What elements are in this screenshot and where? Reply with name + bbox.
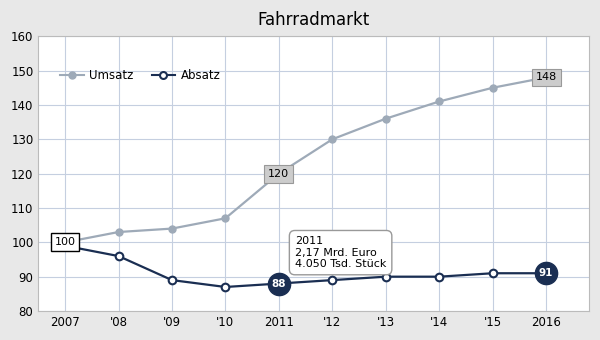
Umsatz: [222, 216, 229, 220]
Absatz: [169, 278, 176, 282]
Umsatz: [489, 86, 496, 90]
Umsatz: [115, 230, 122, 234]
Absatz: [115, 254, 122, 258]
Umsatz: [382, 117, 389, 121]
Umsatz: [542, 75, 550, 80]
Title: Fahrradmarkt: Fahrradmarkt: [257, 11, 370, 29]
Absatz: [61, 244, 68, 248]
Line: Umsatz: Umsatz: [62, 74, 550, 246]
Absatz: [382, 275, 389, 279]
Text: 100: 100: [55, 237, 76, 247]
Legend: Umsatz, Absatz: Umsatz, Absatz: [55, 64, 226, 87]
Text: 88: 88: [272, 278, 286, 289]
Line: Absatz: Absatz: [61, 242, 550, 291]
Text: 2011
2,17 Mrd. Euro
4.050 Tsd. Stück: 2011 2,17 Mrd. Euro 4.050 Tsd. Stück: [295, 236, 386, 269]
Absatz: [275, 282, 283, 286]
Absatz: [436, 275, 443, 279]
Text: 120: 120: [268, 169, 289, 178]
Absatz: [329, 278, 336, 282]
Umsatz: [61, 240, 68, 244]
Text: 91: 91: [539, 268, 553, 278]
Umsatz: [275, 172, 283, 176]
Umsatz: [329, 137, 336, 141]
Absatz: [542, 271, 550, 275]
Absatz: [222, 285, 229, 289]
Umsatz: [436, 99, 443, 103]
Umsatz: [169, 226, 176, 231]
Absatz: [489, 271, 496, 275]
Text: 148: 148: [536, 72, 557, 82]
